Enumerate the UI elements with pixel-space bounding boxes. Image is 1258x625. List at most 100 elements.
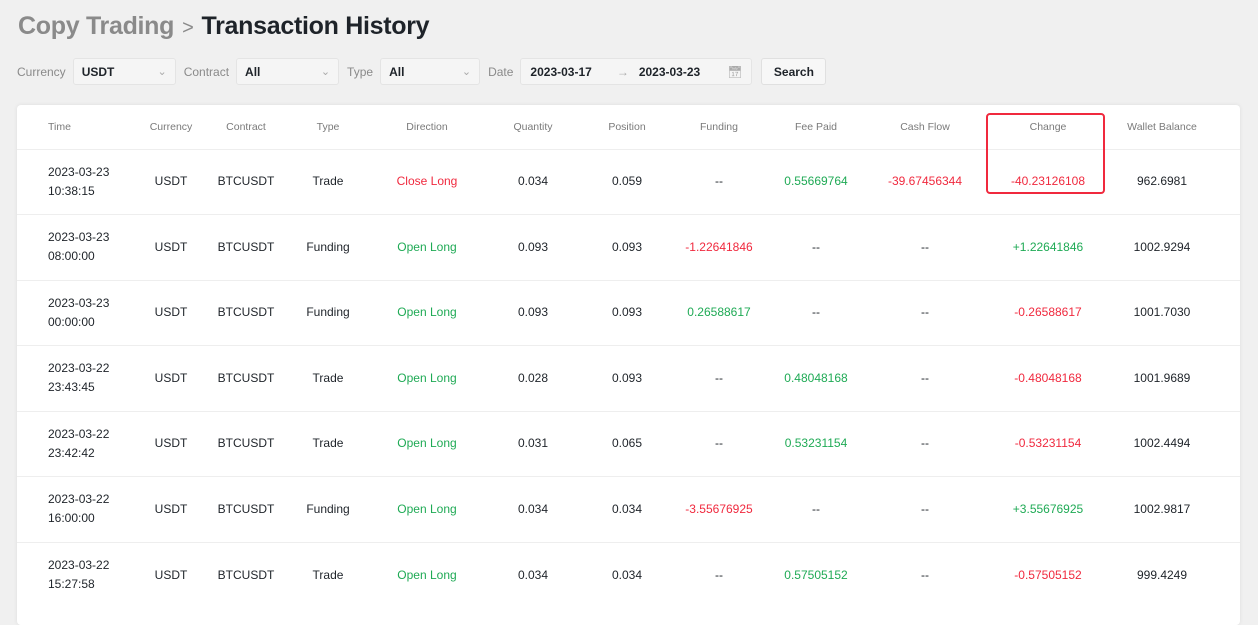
wallet-balance-cell: 962.6981 xyxy=(1106,148,1218,215)
table-row: 2023-03-22 23:43:45 USDT BTCUSDT Trade Open L… xyxy=(17,345,1240,411)
change-cell: +3.55676925 xyxy=(990,476,1106,542)
chevron-down-icon: ⌄ xyxy=(157,66,167,78)
quantity-cell: 0.034 xyxy=(478,541,588,608)
currency-label: Currency xyxy=(17,64,66,79)
date-text: 2023-03-22 xyxy=(48,426,110,441)
contract-cell: BTCUSDT xyxy=(212,148,280,215)
time-text: 15:27:58 xyxy=(48,577,95,591)
funding-cell: -3.55676925 xyxy=(666,476,772,542)
cash-flow-cell: -- xyxy=(860,476,990,542)
type-cell: Trade xyxy=(280,410,376,477)
page-title: Copy Trading > Transaction History xyxy=(18,12,430,41)
table-header: Time Currency Contract Type Direction Quantit… xyxy=(17,105,1240,149)
contract-label: Contract xyxy=(183,64,230,79)
date-text: 2023-03-22 xyxy=(48,361,110,376)
quantity-cell: 0.034 xyxy=(478,476,588,542)
contract-cell: BTCUSDT xyxy=(212,279,280,346)
time-cell: 2023-03-22 16:00:00 xyxy=(17,476,130,542)
chevron-down-icon: ⌄ xyxy=(461,66,472,78)
time-cell: 2023-03-22 15:27:58 xyxy=(17,541,130,608)
transaction-table: Time Currency Contract Type Direction Quantit… xyxy=(17,105,1240,608)
column-header: Fee Paid xyxy=(794,120,838,133)
type-cell: Trade xyxy=(280,345,376,411)
direction-cell: Open Long xyxy=(376,279,478,346)
fee-paid-cell: -- xyxy=(772,279,860,346)
direction-cell: Open Long xyxy=(376,214,478,280)
date-range-picker[interactable]: 2023-03-17 → 2023-03-23 📅︎ xyxy=(520,58,753,85)
time-text: 23:42:42 xyxy=(48,445,95,460)
position-cell: 0.059 xyxy=(588,148,666,215)
funding-cell: -- xyxy=(666,410,772,477)
table-row: 2023-03-23 00:00:00 USDT BTCUSDT Funding Open… xyxy=(17,279,1240,346)
column-header: Position xyxy=(608,120,646,133)
date-start[interactable]: 2023-03-17 xyxy=(530,64,592,79)
cash-flow-cell: -- xyxy=(860,410,990,477)
contract-value: All xyxy=(245,64,261,79)
time-text: 10:38:15 xyxy=(48,183,95,198)
column-header: Type xyxy=(316,120,340,133)
direction-cell: Open Long xyxy=(376,410,478,477)
table-row: 2023-03-23 10:38:15 USDT BTCUSDT Trade Close … xyxy=(17,148,1240,215)
quantity-cell: 0.093 xyxy=(478,214,588,280)
breadcrumb-current: Transaction History xyxy=(201,12,430,40)
direction-cell: Open Long xyxy=(376,345,478,411)
contract-cell: BTCUSDT xyxy=(212,476,280,542)
chevron-down-icon: ⌄ xyxy=(320,66,331,78)
fee-paid-cell: 0.55669764 xyxy=(772,148,860,215)
change-highlight-box xyxy=(986,113,1105,194)
column-header: Currency xyxy=(149,120,193,133)
wallet-balance-cell: 1002.9817 xyxy=(1106,476,1218,542)
fee-paid-cell: 0.53231154 xyxy=(772,410,860,477)
wallet-balance-cell: 1002.9294 xyxy=(1106,214,1218,280)
fee-paid-cell: -- xyxy=(772,476,860,542)
time-cell: 2023-03-22 23:42:42 xyxy=(17,410,130,477)
time-cell: 2023-03-23 10:38:15 xyxy=(17,148,130,215)
currency-cell: USDT xyxy=(130,476,212,542)
type-cell: Trade xyxy=(280,148,376,215)
column-header: Wallet Balance xyxy=(1127,120,1197,133)
time-text: 16:00:00 xyxy=(48,511,95,526)
date-text: 2023-03-23 xyxy=(48,295,110,310)
funding-cell: 0.26588617 xyxy=(666,279,772,346)
funding-cell: -- xyxy=(666,345,772,411)
contract-cell: BTCUSDT xyxy=(212,345,280,411)
contract-cell: BTCUSDT xyxy=(212,410,280,477)
column-header: Cash Flow xyxy=(900,120,950,133)
quantity-cell: 0.028 xyxy=(478,345,588,411)
currency-value: USDT xyxy=(81,64,115,79)
fee-paid-cell: 0.48048168 xyxy=(772,345,860,411)
type-select[interactable]: All ⌄ xyxy=(380,58,481,85)
type-cell: Funding xyxy=(280,214,376,280)
cash-flow-cell: -39.67456344 xyxy=(860,148,990,215)
column-header: Time xyxy=(48,120,71,133)
direction-cell: Open Long xyxy=(376,541,478,608)
cash-flow-cell: -- xyxy=(860,279,990,346)
time-cell: 2023-03-22 23:43:45 xyxy=(17,345,130,411)
position-cell: 0.034 xyxy=(588,476,666,542)
date-text: 2023-03-23 xyxy=(48,164,110,179)
contract-select[interactable]: All ⌄ xyxy=(236,58,340,85)
date-end[interactable]: 2023-03-23 xyxy=(638,64,701,79)
date-text: 2023-03-22 xyxy=(48,492,110,507)
contract-cell: BTCUSDT xyxy=(212,214,280,280)
currency-cell: USDT xyxy=(130,214,212,280)
quantity-cell: 0.034 xyxy=(478,148,588,215)
cash-flow-cell: -- xyxy=(860,214,990,280)
column-header: Contract xyxy=(226,120,266,133)
search-button[interactable]: Search xyxy=(761,58,827,85)
currency-select[interactable]: USDT ⌄ xyxy=(72,58,176,85)
time-cell: 2023-03-23 00:00:00 xyxy=(17,279,130,346)
column-header: Direction xyxy=(406,120,448,133)
change-cell: -0.57505152 xyxy=(990,541,1106,608)
time-text: 00:00:00 xyxy=(48,314,95,329)
quantity-cell: 0.093 xyxy=(478,279,588,346)
table-row: 2023-03-22 16:00:00 USDT BTCUSDT Funding Open… xyxy=(17,476,1240,542)
wallet-balance-cell: 999.4249 xyxy=(1106,541,1218,608)
fee-paid-cell: 0.57505152 xyxy=(772,541,860,608)
breadcrumb-copy-trading[interactable]: Copy Trading xyxy=(18,12,175,40)
direction-cell: Close Long xyxy=(376,148,478,215)
quantity-cell: 0.031 xyxy=(478,410,588,477)
calendar-icon: 📅︎ xyxy=(727,64,743,79)
change-cell: -0.26588617 xyxy=(990,279,1106,346)
change-cell: +1.22641846 xyxy=(990,214,1106,280)
